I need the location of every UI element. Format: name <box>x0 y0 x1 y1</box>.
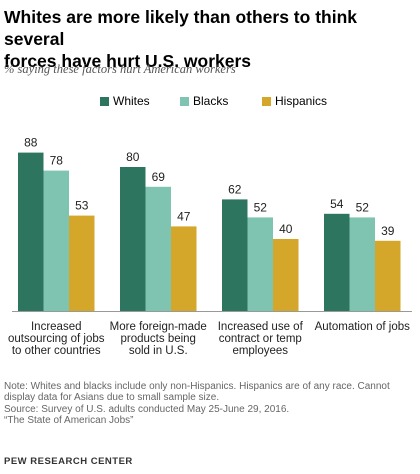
category-label-0-line-0: Increased <box>31 321 82 333</box>
legend-item-blacks: Blacks <box>180 94 228 108</box>
legend-item-whites: Whites <box>100 94 150 108</box>
bar-whites-0 <box>18 152 44 311</box>
bar-blacks-3 <box>349 217 375 311</box>
bar-hispanics-0 <box>69 215 95 311</box>
legend-item-hispanics: Hispanics <box>262 94 327 108</box>
bar-whites-2 <box>222 199 248 311</box>
category-label-0-line-1: outsourcing of jobs <box>8 333 105 345</box>
category-label-2: Increased use of contract or temp employee… <box>218 321 304 357</box>
legend-label-whites: Whites <box>113 94 150 108</box>
notes: Note: Whites and blacks include only non… <box>4 381 416 427</box>
chart-title-line-1: Whites are more likely than others to th… <box>4 7 357 49</box>
legend-label-blacks: Blacks <box>193 94 229 108</box>
legend: Whites Blacks Hispanics <box>0 94 420 112</box>
chart-subtitle: % saying these factors hurt American wor… <box>4 62 236 76</box>
data-label-whites-2: 62 <box>228 182 242 196</box>
category-label-2-line-0: Increased use of <box>218 321 304 333</box>
data-label-blacks-1: 69 <box>152 170 166 184</box>
category-label-2-line-1: contract or temp <box>219 333 302 345</box>
data-label-whites-3: 54 <box>330 197 344 211</box>
bar-hispanics-1 <box>171 226 197 311</box>
data-label-whites-0: 88 <box>24 136 38 150</box>
legend-label-hispanics: Hispanics <box>275 94 328 108</box>
report-title: “The State of American Jobs” <box>4 415 134 427</box>
chart-title: Whites are more likely than others to th… <box>4 6 416 72</box>
data-label-blacks-2: 52 <box>254 200 268 214</box>
source-line: Source: Survey of U.S. adults conducted … <box>4 403 290 415</box>
category-label-1-line-1: products being <box>121 333 196 345</box>
bar-blacks-0 <box>43 170 69 311</box>
note-line-2: display data for Asians due to small sam… <box>4 392 220 404</box>
brand-logo-text: PEW RESEARCH CENTER <box>4 456 133 467</box>
data-label-whites-1: 80 <box>126 150 140 164</box>
data-label-hispanics-3: 39 <box>381 224 395 238</box>
data-label-blacks-3: 52 <box>356 200 370 214</box>
bar-hispanics-3 <box>375 240 401 311</box>
data-label-hispanics-0: 53 <box>75 199 89 213</box>
legend-swatch-blacks <box>180 96 189 106</box>
data-label-blacks-0: 78 <box>50 154 64 168</box>
bar-blacks-2 <box>247 217 273 311</box>
data-label-hispanics-1: 47 <box>177 209 191 223</box>
bar-blacks-1 <box>145 186 171 311</box>
bar-hispanics-2 <box>273 239 299 311</box>
chart-title-line-2: forces have hurt U.S. workers <box>4 51 252 71</box>
legend-swatch-whites <box>100 96 109 106</box>
data-label-hispanics-2: 40 <box>279 222 293 236</box>
bar-chart: 88 78 53 80 69 47 62 52 40 54 52 39 Increased outsour… <box>8 136 412 357</box>
bar-whites-3 <box>324 213 350 311</box>
note-line-1: Note: Whites and blacks include only non… <box>4 381 390 392</box>
legend-swatch-hispanics <box>262 96 271 106</box>
category-label-2-line-2: employees <box>232 345 288 357</box>
category-label-1: More foreign-made products being sold in U… <box>110 321 207 357</box>
category-label-0: Increased outsourcing of jobs to other cou… <box>8 321 105 357</box>
category-label-1-line-0: More foreign-made <box>110 321 207 333</box>
category-label-3: Automation of jobs <box>315 321 411 333</box>
category-label-1-line-2: sold in U.S. <box>129 345 188 357</box>
category-label-0-line-2: to other countries <box>12 345 101 357</box>
category-label-3-line-0: Automation of jobs <box>315 321 411 333</box>
bar-whites-1 <box>120 167 146 311</box>
